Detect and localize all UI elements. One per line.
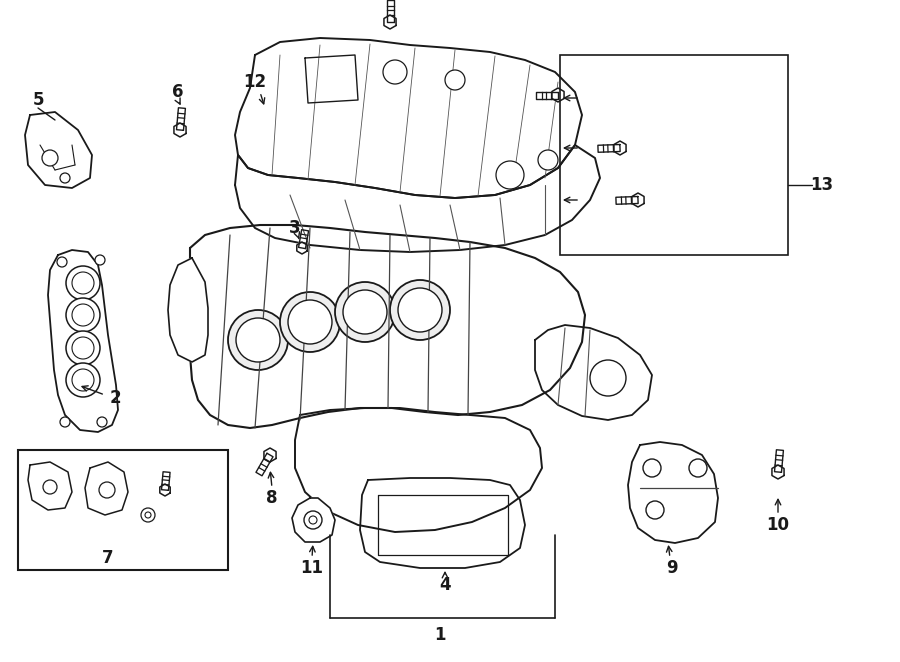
Text: 7: 7 [103, 549, 113, 567]
Circle shape [228, 310, 288, 370]
Polygon shape [295, 408, 542, 532]
Circle shape [689, 459, 707, 477]
Circle shape [97, 417, 107, 427]
Text: 11: 11 [301, 559, 323, 577]
Circle shape [95, 255, 105, 265]
Polygon shape [292, 498, 335, 542]
Polygon shape [176, 108, 185, 130]
Circle shape [42, 150, 58, 166]
Polygon shape [174, 123, 186, 137]
Polygon shape [299, 230, 309, 249]
Circle shape [280, 292, 340, 352]
Circle shape [390, 280, 450, 340]
Circle shape [57, 257, 67, 267]
Circle shape [538, 150, 558, 170]
Text: 3: 3 [289, 219, 301, 237]
Circle shape [66, 266, 100, 300]
Circle shape [288, 300, 332, 344]
Polygon shape [535, 325, 652, 420]
Circle shape [343, 290, 387, 334]
Polygon shape [632, 193, 644, 207]
Text: 12: 12 [243, 73, 266, 91]
Polygon shape [256, 453, 273, 476]
Circle shape [304, 511, 322, 529]
Polygon shape [161, 472, 170, 491]
Circle shape [43, 480, 57, 494]
Polygon shape [25, 112, 92, 188]
Circle shape [496, 161, 524, 189]
Text: 10: 10 [767, 516, 789, 534]
Circle shape [236, 318, 280, 362]
Bar [560, 55, 788, 255]
Circle shape [66, 298, 100, 332]
Circle shape [590, 360, 626, 396]
Polygon shape [160, 484, 170, 496]
Circle shape [309, 516, 317, 524]
Circle shape [445, 70, 465, 90]
Circle shape [72, 369, 94, 391]
Polygon shape [772, 465, 784, 479]
Polygon shape [536, 91, 558, 99]
Circle shape [72, 337, 94, 359]
Polygon shape [235, 145, 600, 252]
Circle shape [643, 459, 661, 477]
Polygon shape [360, 478, 525, 568]
Circle shape [60, 173, 70, 183]
Circle shape [646, 501, 664, 519]
Circle shape [66, 363, 100, 397]
Circle shape [66, 331, 100, 365]
Polygon shape [614, 141, 626, 155]
Text: 4: 4 [439, 576, 451, 594]
Polygon shape [85, 462, 128, 515]
Polygon shape [384, 15, 396, 29]
Polygon shape [775, 449, 783, 472]
Circle shape [141, 508, 155, 522]
Polygon shape [48, 250, 118, 432]
Text: 8: 8 [266, 489, 278, 507]
Polygon shape [28, 462, 72, 510]
Bar [18, 450, 228, 570]
Circle shape [99, 482, 115, 498]
Polygon shape [297, 242, 307, 254]
Circle shape [398, 288, 442, 332]
Polygon shape [190, 225, 585, 428]
Text: 9: 9 [666, 559, 678, 577]
Polygon shape [386, 0, 393, 22]
Polygon shape [598, 144, 620, 152]
Circle shape [145, 512, 151, 518]
Text: 5: 5 [32, 91, 44, 109]
Text: 6: 6 [172, 83, 184, 101]
Polygon shape [168, 258, 208, 362]
Text: 13: 13 [810, 176, 833, 194]
Polygon shape [235, 38, 582, 198]
Circle shape [72, 272, 94, 294]
Circle shape [383, 60, 407, 84]
Polygon shape [552, 88, 564, 102]
Text: 1: 1 [435, 626, 446, 644]
Circle shape [335, 282, 395, 342]
Polygon shape [264, 448, 276, 462]
Polygon shape [616, 197, 638, 205]
Circle shape [72, 304, 94, 326]
Circle shape [60, 417, 70, 427]
Text: 2: 2 [109, 389, 121, 407]
Polygon shape [628, 442, 718, 543]
